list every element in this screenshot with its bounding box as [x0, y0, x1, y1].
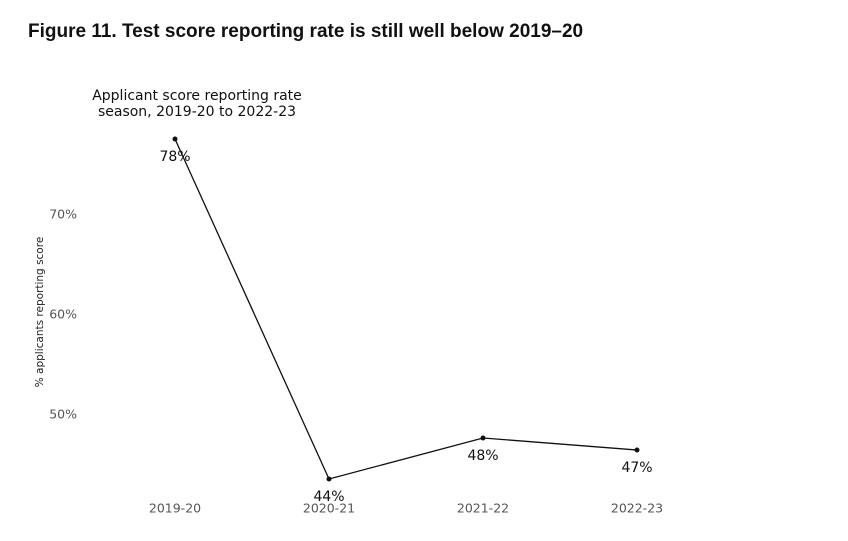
- y-tick-label: 70%: [49, 207, 77, 222]
- line: [174, 138, 638, 480]
- chart-title: Applicant score reporting rate: [92, 88, 302, 104]
- x-tick-label: 2019-20: [149, 501, 201, 516]
- point: [480, 435, 486, 441]
- y-axis-label: % applicants reporting score: [34, 237, 46, 388]
- figure-title: Figure 11. Test score reporting rate is …: [28, 21, 583, 42]
- data-label: 78%: [159, 149, 190, 165]
- x-tick-label: 2021-22: [457, 501, 509, 516]
- x-tick-label: 2020-21: [303, 501, 355, 516]
- y-tick-label: 60%: [49, 307, 77, 322]
- data-label: 44%: [313, 489, 344, 505]
- y-tick-label: 50%: [49, 407, 77, 422]
- data-label: 48%: [467, 448, 498, 464]
- chart-title: season, 2019-20 to 2022-23: [98, 104, 296, 120]
- point: [634, 447, 640, 453]
- point: [326, 476, 332, 482]
- data-label: 47%: [621, 460, 652, 476]
- point: [172, 136, 178, 142]
- x-tick-label: 2022-23: [611, 501, 663, 516]
